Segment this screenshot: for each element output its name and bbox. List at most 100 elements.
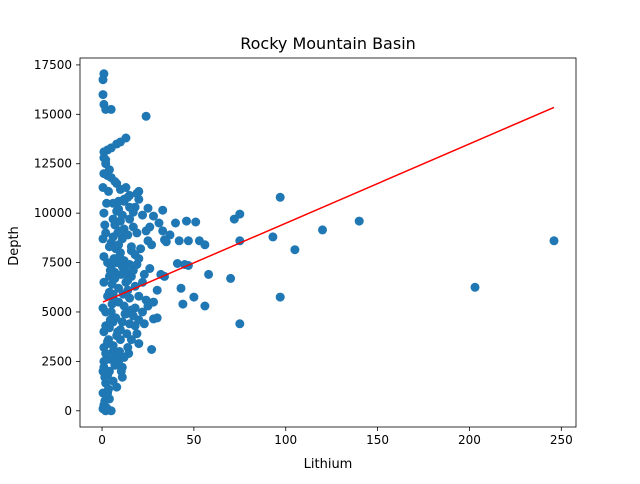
- data-point: [98, 75, 108, 85]
- data-point: [275, 192, 285, 202]
- data-point: [178, 299, 188, 309]
- data-point: [101, 155, 111, 165]
- trend-line: [102, 106, 555, 303]
- data-point: [145, 264, 155, 273]
- data-point: [100, 220, 110, 230]
- data-point: [132, 188, 142, 198]
- data-point: [200, 301, 210, 311]
- data-point: [235, 236, 245, 246]
- data-point: [138, 307, 147, 317]
- y-tick-label: 10000: [34, 206, 72, 220]
- x-tick-label: 0: [98, 433, 106, 447]
- y-tick-label: 7500: [41, 256, 72, 270]
- data-point: [143, 203, 153, 213]
- data-point: [115, 347, 124, 356]
- data-point: [318, 225, 327, 235]
- y-tick-label: 2500: [41, 354, 72, 368]
- data-point: [121, 183, 131, 192]
- data-point: [141, 226, 151, 236]
- x-tick-label: 150: [366, 433, 389, 447]
- data-point: [117, 317, 127, 327]
- data-point: [100, 396, 110, 406]
- data-point: [110, 273, 120, 283]
- data-point: [136, 244, 146, 254]
- data-point: [189, 292, 199, 302]
- data-point: [149, 297, 158, 307]
- data-point: [182, 216, 191, 226]
- data-point: [268, 232, 278, 242]
- data-point: [176, 283, 186, 293]
- data-point: [99, 362, 109, 372]
- data-point: [138, 210, 147, 220]
- data-point: [134, 291, 144, 301]
- data-point: [158, 226, 168, 236]
- data-point: [141, 111, 151, 121]
- data-point: [102, 198, 112, 208]
- data-point: [235, 209, 245, 219]
- data-point: [104, 186, 113, 196]
- data-point: [99, 252, 109, 262]
- data-point: [119, 301, 129, 311]
- data-point: [128, 311, 138, 321]
- data-point: [98, 90, 108, 100]
- x-tick-label: 250: [550, 433, 573, 447]
- data-point: [470, 282, 480, 292]
- data-point: [98, 234, 108, 244]
- data-point: [110, 177, 120, 186]
- data-point: [103, 339, 113, 349]
- axes-group: 0 50 100 150 200 2500250050007500100001250015…: [34, 57, 577, 447]
- data-point: [174, 236, 184, 246]
- data-point: [147, 240, 157, 250]
- data-point: [122, 329, 132, 339]
- data-point: [149, 211, 158, 221]
- data-point: [226, 273, 236, 283]
- data-point: [549, 236, 559, 246]
- data-point: [99, 277, 109, 287]
- y-tick-label: 0: [64, 404, 72, 418]
- data-point: [128, 222, 138, 232]
- data-point: [104, 384, 113, 394]
- data-point: [125, 202, 135, 212]
- data-point: [290, 245, 300, 255]
- data-point: [130, 250, 140, 260]
- data-point: [120, 309, 130, 319]
- y-tick-label: 12500: [34, 157, 72, 171]
- data-point: [154, 218, 164, 228]
- y-axis-label: Depth: [7, 226, 22, 266]
- data-point: [147, 345, 157, 354]
- data-point: [191, 217, 201, 227]
- data-point: [105, 266, 115, 275]
- data-point: [158, 205, 168, 215]
- data-point: [108, 376, 118, 386]
- data-point: [113, 327, 123, 337]
- data-point: [123, 192, 133, 202]
- data-point: [115, 226, 125, 236]
- data-point: [117, 210, 127, 220]
- data-point: [115, 335, 125, 345]
- data-point: [132, 329, 142, 339]
- plot-frame: [79, 57, 577, 428]
- data-point: [130, 321, 140, 331]
- y-tick-label: 17500: [34, 58, 72, 72]
- data-point: [99, 208, 109, 218]
- data-point: [235, 319, 245, 329]
- data-point: [124, 349, 134, 358]
- data-point: [275, 292, 285, 302]
- data-point: [114, 240, 124, 250]
- data-point: [149, 314, 158, 324]
- data-point: [116, 269, 126, 279]
- data-point: [98, 303, 108, 313]
- data-point: [200, 240, 210, 250]
- data-point: [104, 165, 114, 175]
- data-point: [105, 315, 115, 325]
- data-point: [161, 237, 171, 247]
- chart-title: Rocky Mountain Basin: [240, 34, 416, 53]
- data-point: [172, 259, 182, 268]
- data-point: [354, 216, 364, 226]
- data-point: [101, 349, 111, 358]
- data-point: [125, 214, 135, 224]
- data-point: [116, 366, 126, 376]
- fit-line-group: [102, 106, 555, 303]
